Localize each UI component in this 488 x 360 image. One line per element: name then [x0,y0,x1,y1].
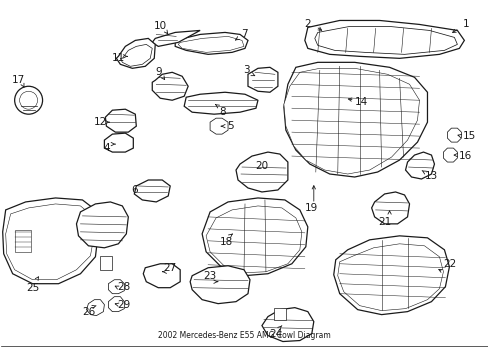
Polygon shape [86,300,104,316]
Text: 14: 14 [354,97,367,107]
Polygon shape [76,202,128,248]
Polygon shape [108,280,124,294]
Polygon shape [405,152,433,179]
Text: 25: 25 [26,283,39,293]
Polygon shape [134,180,170,202]
Polygon shape [247,67,277,92]
Polygon shape [143,264,180,288]
Polygon shape [2,198,98,284]
Text: 16: 16 [458,151,471,161]
Polygon shape [152,31,200,46]
Text: 4: 4 [103,143,109,153]
Text: 19: 19 [305,203,318,213]
Text: 23: 23 [203,271,216,281]
Text: 12: 12 [94,117,107,127]
Text: 7: 7 [240,30,247,39]
Text: 10: 10 [153,22,166,31]
Polygon shape [262,308,313,342]
Text: 18: 18 [219,237,232,247]
Text: 27: 27 [163,263,177,273]
Text: 13: 13 [424,171,437,181]
Text: 28: 28 [118,282,131,292]
Text: 26: 26 [81,307,95,317]
Polygon shape [190,266,249,303]
Text: 2002 Mercedes-Benz E55 AMG Cowl Diagram: 2002 Mercedes-Benz E55 AMG Cowl Diagram [158,330,330,339]
Polygon shape [447,128,461,142]
Polygon shape [15,230,31,252]
Polygon shape [284,68,419,174]
Polygon shape [337,244,443,311]
Polygon shape [108,297,124,312]
Polygon shape [6,204,94,280]
Polygon shape [152,72,188,100]
Text: 5: 5 [226,121,233,131]
Text: 9: 9 [155,67,161,77]
Polygon shape [205,206,301,273]
Polygon shape [184,92,258,114]
Text: 17: 17 [12,75,25,85]
Polygon shape [120,44,152,66]
Text: 15: 15 [462,131,475,141]
Polygon shape [175,32,247,54]
Text: 29: 29 [118,300,131,310]
Polygon shape [178,36,244,52]
Text: 20: 20 [255,161,268,171]
Polygon shape [304,21,464,58]
Polygon shape [273,308,285,320]
Text: 1: 1 [462,19,468,30]
Text: 22: 22 [442,259,455,269]
Text: 21: 21 [377,217,390,227]
Text: 3: 3 [242,65,249,75]
Polygon shape [443,148,456,162]
Polygon shape [104,133,133,152]
Polygon shape [236,152,287,192]
Polygon shape [116,39,155,68]
Polygon shape [314,26,456,54]
Polygon shape [100,256,112,270]
Polygon shape [337,90,357,106]
Polygon shape [371,192,408,224]
Text: 2: 2 [304,19,310,30]
Polygon shape [284,62,427,177]
Polygon shape [202,198,307,276]
Text: 24: 24 [269,329,282,338]
Polygon shape [333,236,448,315]
Text: 6: 6 [131,185,137,195]
Polygon shape [210,118,227,134]
Text: 8: 8 [218,107,225,117]
Text: 11: 11 [111,53,125,63]
Polygon shape [105,109,136,132]
